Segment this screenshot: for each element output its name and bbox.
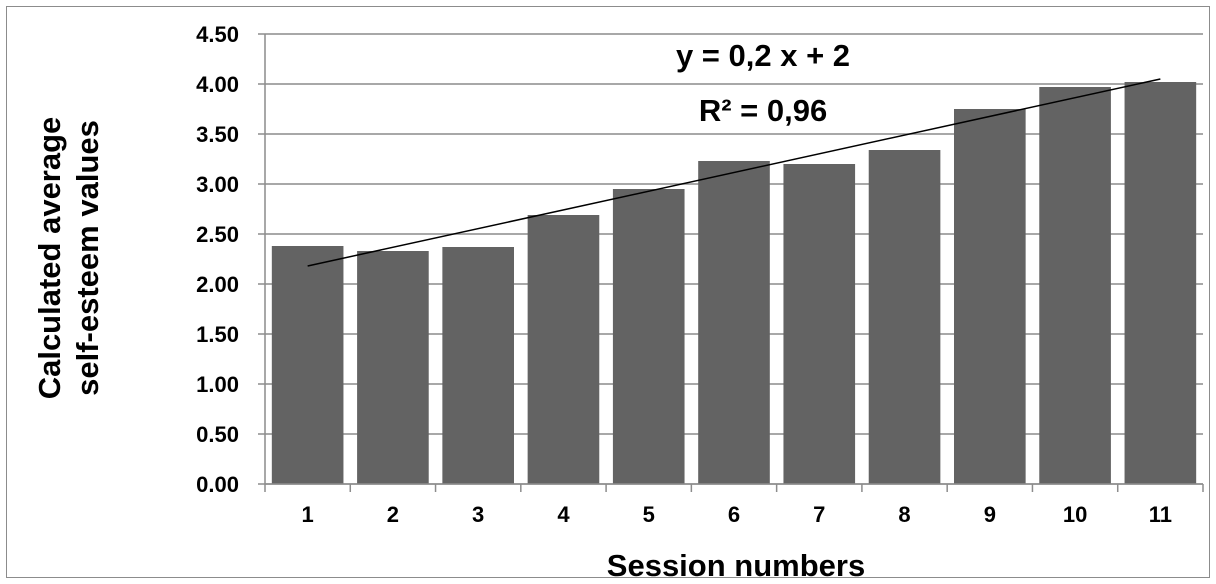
y-tick-label: 2.00 [196,272,239,297]
y-tick-label: 4.00 [196,72,239,97]
trendline-equation: y = 0,2 x + 2 [676,38,850,73]
r-squared-label: R² = 0,96 [699,93,827,128]
y-tick-label: 4.50 [196,22,239,47]
y-tick-label: 0.00 [196,472,239,497]
x-tick-label: 8 [898,502,910,527]
bars [271,82,1197,484]
x-tick-label: 2 [387,502,399,527]
trendline [307,78,1161,267]
y-tick-label: 1.00 [196,372,239,397]
x-tick-labels: 1 2 3 4 5 6 7 8 9 10 11 [302,502,1172,527]
y-tick-label: 3.00 [196,172,239,197]
y-tick-label: 3.50 [196,122,239,147]
y-axis-title-line-2: self-esteem values [70,120,105,396]
bar [1124,82,1197,484]
y-tick-label: 1.50 [196,322,239,347]
x-tick-label: 11 [1149,502,1172,527]
bar [527,215,600,484]
bar [442,247,514,484]
bar [1039,87,1111,484]
y-tick-label: 0.50 [196,422,239,447]
y-tick-label: 2.50 [196,222,239,247]
x-tick-label: 7 [813,502,825,527]
bar [954,109,1026,484]
y-tick-labels: 0.00 0.50 1.00 1.50 2.00 2.50 3.00 3.50 4.00 4.50 [196,22,239,497]
x-tick-label: 6 [728,502,740,527]
bar [868,150,941,484]
x-tick-label: 5 [643,502,655,527]
x-tick-label: 4 [557,502,570,527]
axes [264,34,1204,492]
bar [698,161,770,484]
x-tick-label: 10 [1063,502,1087,527]
x-axis-title: Session numbers [607,548,865,583]
bar [783,164,856,484]
x-tick-label: 9 [984,502,996,527]
bar [271,246,344,484]
y-axis-title-line-1: Calculated average [32,117,67,400]
bar [357,251,429,484]
bar [612,189,685,484]
x-tick-label: 3 [472,502,484,527]
x-tick-label: 1 [302,502,314,527]
trendline-group [307,78,1161,267]
